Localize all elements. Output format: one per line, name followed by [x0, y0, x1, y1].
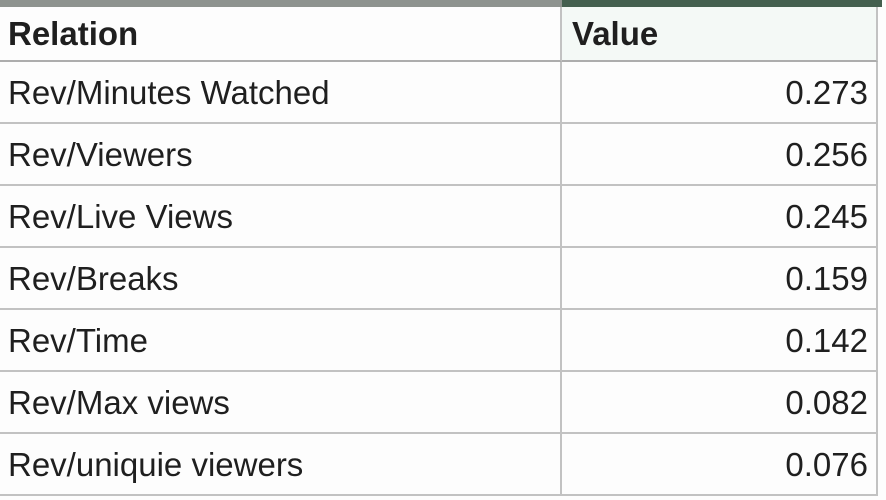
- data-table: Relation Value Rev/Minutes Watched 0.273…: [0, 7, 878, 496]
- value-cell[interactable]: 0.142: [562, 310, 878, 372]
- value-cell[interactable]: 0.159: [562, 248, 878, 310]
- value-cell[interactable]: 0.082: [562, 372, 878, 434]
- top-bar-green-segment: [562, 0, 882, 7]
- column-header-relation[interactable]: Relation: [0, 7, 562, 62]
- value-cell[interactable]: 0.245: [562, 186, 878, 248]
- relation-cell[interactable]: Rev/Time: [0, 310, 562, 372]
- relation-cell[interactable]: Rev/Minutes Watched: [0, 62, 562, 124]
- relation-cell[interactable]: Rev/uniquie viewers: [0, 434, 562, 496]
- value-cell[interactable]: 0.273: [562, 62, 878, 124]
- relation-cell[interactable]: Rev/Max views: [0, 372, 562, 434]
- relation-cell[interactable]: Rev/Viewers: [0, 124, 562, 186]
- relation-cell[interactable]: Rev/Live Views: [0, 186, 562, 248]
- top-bar-gray-segment: [0, 0, 562, 7]
- value-cell[interactable]: 0.256: [562, 124, 878, 186]
- relation-cell[interactable]: Rev/Breaks: [0, 248, 562, 310]
- value-cell[interactable]: 0.076: [562, 434, 878, 496]
- top-edge-bar: [0, 0, 882, 7]
- column-header-value[interactable]: Value: [562, 7, 878, 62]
